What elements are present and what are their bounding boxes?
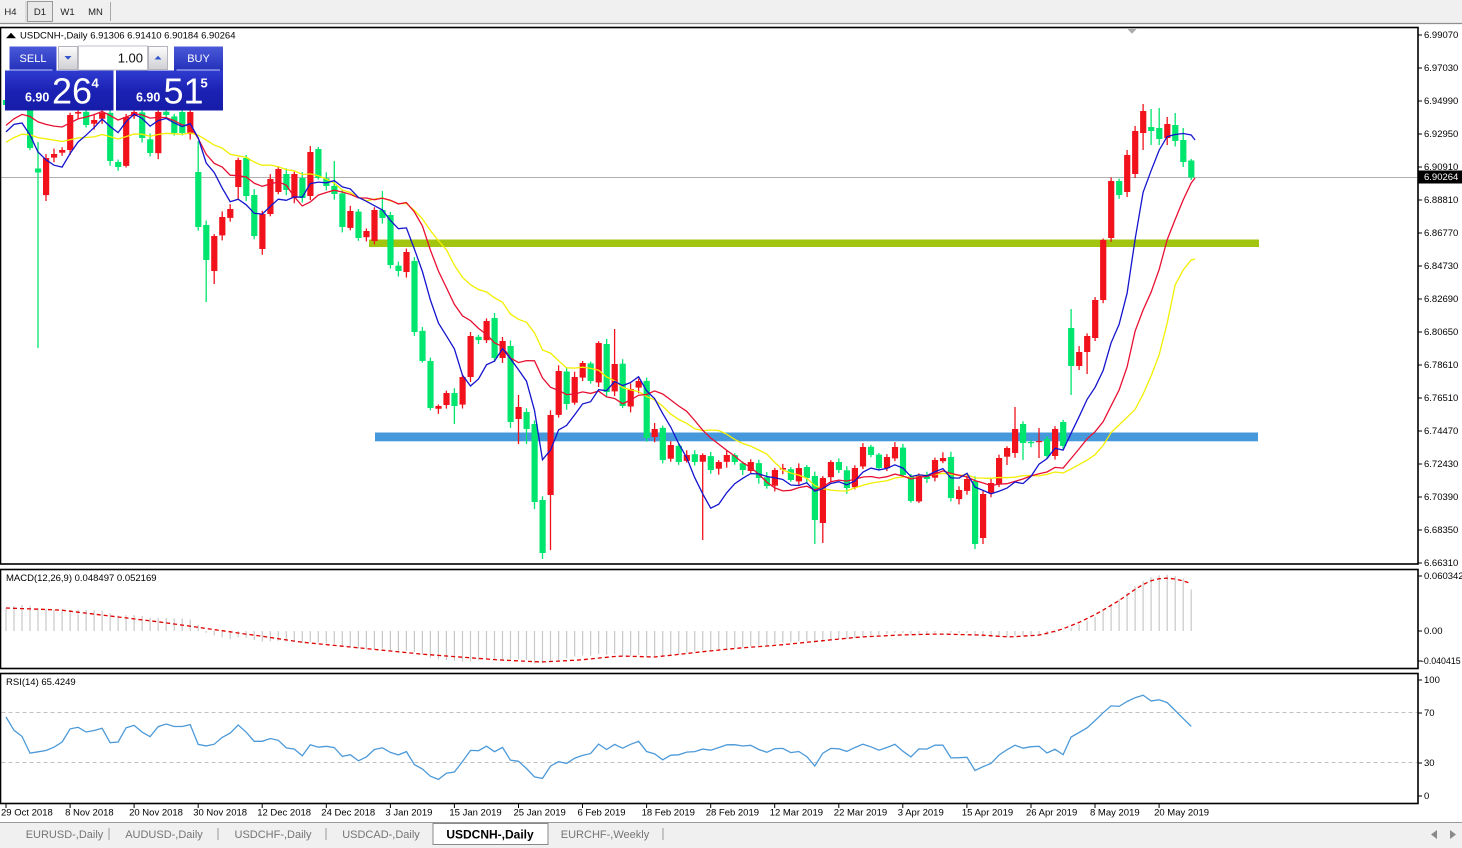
svg-text:USDCNH-,Daily 6.91306 6.91410: USDCNH-,Daily 6.91306 6.91410 6.90184 6.…: [20, 31, 235, 42]
svg-text:15 Apr 2019: 15 Apr 2019: [962, 808, 1013, 819]
svg-text:6.70390: 6.70390: [1424, 492, 1458, 503]
svg-text:24 Dec 2018: 24 Dec 2018: [321, 808, 375, 819]
svg-text:4: 4: [92, 76, 100, 91]
svg-text:12 Dec 2018: 12 Dec 2018: [257, 808, 311, 819]
svg-text:3 Jan 2019: 3 Jan 2019: [385, 808, 432, 819]
svg-text:AUDUSD-,Daily: AUDUSD-,Daily: [125, 829, 203, 841]
svg-text:6.99070: 6.99070: [1424, 30, 1458, 41]
svg-text:18 Feb 2019: 18 Feb 2019: [642, 808, 695, 819]
svg-text:D1: D1: [34, 7, 46, 18]
svg-text:RSI(14) 65.4249: RSI(14) 65.4249: [6, 677, 76, 688]
svg-text:20 Nov 2018: 20 Nov 2018: [129, 808, 183, 819]
svg-text:6.78610: 6.78610: [1424, 360, 1458, 371]
svg-text:6.88810: 6.88810: [1424, 195, 1458, 206]
svg-text:0.060342: 0.060342: [1424, 571, 1462, 582]
svg-text:8 May 2019: 8 May 2019: [1090, 808, 1140, 819]
svg-text:26 Apr 2019: 26 Apr 2019: [1026, 808, 1077, 819]
svg-text:25 Jan 2019: 25 Jan 2019: [514, 808, 566, 819]
svg-text:26: 26: [52, 71, 92, 112]
svg-text:6.80650: 6.80650: [1424, 327, 1458, 338]
svg-text:3 Apr 2019: 3 Apr 2019: [898, 808, 944, 819]
svg-text:6.92950: 6.92950: [1424, 129, 1458, 140]
svg-text:30: 30: [1424, 758, 1435, 769]
svg-text:6.68350: 6.68350: [1424, 525, 1458, 536]
svg-text:30 Nov 2018: 30 Nov 2018: [193, 808, 247, 819]
svg-text:USDCNH-,Daily: USDCNH-,Daily: [446, 828, 534, 842]
svg-text:1.00: 1.00: [118, 51, 143, 66]
svg-text:51: 51: [164, 71, 204, 112]
svg-text:0: 0: [1424, 791, 1429, 802]
svg-text:0.00: 0.00: [1424, 626, 1443, 637]
svg-text:-0.040415: -0.040415: [1421, 656, 1461, 666]
svg-text:BUY: BUY: [187, 53, 210, 65]
svg-text:W1: W1: [60, 7, 74, 18]
svg-text:6.97030: 6.97030: [1424, 63, 1458, 74]
svg-text:EURCHF-,Weekly: EURCHF-,Weekly: [561, 829, 650, 841]
svg-text:6.90: 6.90: [136, 91, 160, 105]
svg-text:6.76510: 6.76510: [1424, 393, 1458, 404]
svg-text:12 Mar 2019: 12 Mar 2019: [770, 808, 823, 819]
svg-text:6.82690: 6.82690: [1424, 294, 1458, 305]
svg-text:6.90264: 6.90264: [1424, 172, 1458, 183]
svg-text:6.94990: 6.94990: [1424, 96, 1458, 107]
svg-text:20 May 2019: 20 May 2019: [1154, 808, 1209, 819]
svg-text:8 Nov 2018: 8 Nov 2018: [65, 808, 114, 819]
svg-text:6.66310: 6.66310: [1424, 558, 1458, 569]
svg-text:6.86770: 6.86770: [1424, 228, 1458, 239]
svg-text:29 Oct 2018: 29 Oct 2018: [1, 808, 53, 819]
svg-text:H4: H4: [4, 7, 16, 18]
svg-text:MN: MN: [88, 7, 103, 18]
svg-text:5: 5: [201, 76, 208, 91]
svg-text:6.74470: 6.74470: [1424, 426, 1458, 437]
svg-text:6 Feb 2019: 6 Feb 2019: [578, 808, 626, 819]
svg-text:SELL: SELL: [20, 53, 47, 65]
svg-text:EURUSD-,Daily: EURUSD-,Daily: [26, 829, 104, 841]
svg-text:6.90910: 6.90910: [1424, 162, 1458, 173]
svg-text:15 Jan 2019: 15 Jan 2019: [449, 808, 501, 819]
svg-text:100: 100: [1424, 675, 1440, 686]
svg-text:6.90: 6.90: [25, 91, 49, 105]
svg-text:MACD(12,26,9) 0.048497 0.05216: MACD(12,26,9) 0.048497 0.052169: [6, 573, 157, 584]
svg-text:22 Mar 2019: 22 Mar 2019: [834, 808, 887, 819]
svg-text:USDCHF-,Daily: USDCHF-,Daily: [235, 829, 313, 841]
svg-text:28 Feb 2019: 28 Feb 2019: [706, 808, 759, 819]
svg-text:6.72430: 6.72430: [1424, 459, 1458, 470]
svg-text:6.84730: 6.84730: [1424, 261, 1458, 272]
svg-text:70: 70: [1424, 708, 1435, 719]
svg-text:USDCAD-,Daily: USDCAD-,Daily: [342, 829, 420, 841]
